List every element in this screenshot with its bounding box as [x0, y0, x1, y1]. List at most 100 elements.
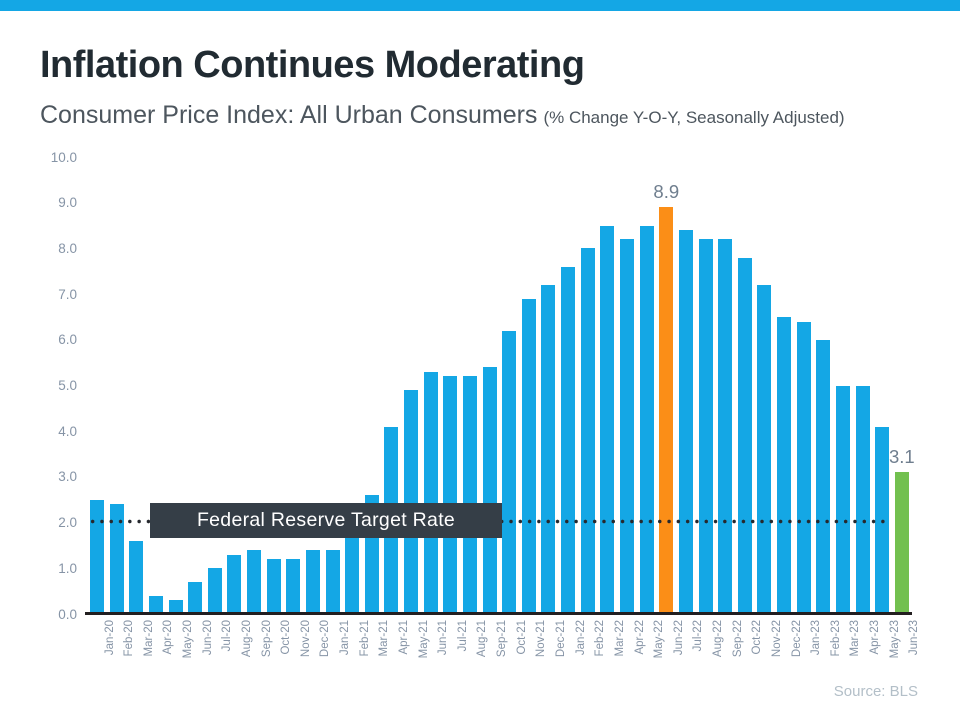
y-tick-label: 3.0	[58, 469, 77, 485]
x-tick-label: Jan-21	[339, 620, 352, 656]
value-label-Jun-22: 8.9	[653, 181, 680, 203]
x-tick-label: Sep-22	[731, 620, 744, 658]
y-tick-label: 9.0	[58, 195, 77, 211]
x-tick-label: Aug-20	[240, 620, 253, 658]
x-tick-label: Sep-20	[260, 620, 273, 658]
target-rate-label-box: Federal Reserve Target Rate	[150, 503, 502, 538]
bar-Jun-23	[894, 472, 909, 614]
bar-Oct-20	[266, 559, 281, 614]
x-tick-label: Oct-20	[280, 620, 293, 655]
bar-Dec-21	[541, 284, 556, 614]
y-tick-label: 0.0	[58, 606, 77, 622]
x-tick-label: May-22	[653, 620, 666, 659]
target-rate-label: Federal Reserve Target Rate	[196, 509, 456, 531]
bar-Feb-20	[109, 504, 124, 614]
x-tick-label: May-21	[417, 620, 430, 659]
y-tick-label: 6.0	[58, 332, 77, 348]
bar-Feb-23	[816, 339, 831, 614]
subtitle-main: Consumer Price Index: All Urban Consumer…	[40, 101, 538, 129]
bar-Jul-20	[207, 568, 222, 614]
x-tick-label: Aug-22	[712, 620, 725, 658]
bar-Sep-21	[482, 367, 497, 614]
bar-Aug-20	[227, 554, 242, 614]
bar-Jan-21	[325, 550, 340, 614]
x-tick-label: Aug-21	[476, 620, 489, 658]
bar-May-20	[168, 600, 183, 614]
x-tick-label: May-23	[888, 620, 901, 659]
bar-Jun-20	[188, 582, 203, 614]
bar-Oct-21	[502, 330, 517, 614]
x-tick-label: May-20	[182, 620, 195, 659]
y-tick-label: 4.0	[58, 423, 77, 439]
bar-Jan-22	[561, 266, 576, 614]
x-tick-label: Nov-21	[535, 620, 548, 658]
y-tick-label: 1.0	[58, 560, 77, 576]
bar-Mar-23	[835, 385, 850, 614]
x-tick-label: Mar-22	[613, 620, 626, 657]
y-tick-label: 10.0	[50, 149, 77, 165]
x-tick-label: Nov-22	[770, 620, 783, 658]
bar-Oct-22	[737, 257, 752, 614]
bar-Apr-20	[148, 595, 163, 614]
bar-Jan-20	[90, 499, 104, 614]
x-tick-label: Jun-22	[672, 620, 685, 656]
bar-Nov-21	[521, 298, 536, 614]
x-tick-label: Nov-20	[299, 620, 312, 658]
x-tick-label: Feb-20	[123, 620, 136, 657]
x-tick-label: Mar-21	[378, 620, 391, 657]
bar-Jun-22	[659, 207, 674, 614]
x-tick-label: Apr-21	[397, 620, 410, 655]
page-title: Inflation Continues Moderating	[40, 44, 585, 86]
x-tick-label: Apr-20	[162, 620, 175, 655]
x-tick-label: Apr-23	[869, 620, 882, 655]
x-tick-label: Oct-21	[515, 620, 528, 655]
bar-Aug-21	[462, 376, 477, 614]
x-tick-label: Jun-21	[437, 620, 450, 656]
y-tick-label: 7.0	[58, 286, 77, 302]
y-tick-label: 8.0	[58, 240, 77, 256]
x-tick-label: Mar-20	[142, 620, 155, 657]
x-axis-line	[85, 612, 912, 615]
bar-Mar-22	[600, 225, 615, 614]
bar-May-22	[639, 225, 654, 614]
subtitle-note: (% Change Y-O-Y, Seasonally Adjusted)	[543, 108, 845, 127]
bar-Jan-23	[796, 321, 811, 614]
bar-Apr-22	[620, 239, 634, 614]
bar-Jul-21	[443, 376, 458, 614]
bar-Feb-22	[580, 248, 595, 614]
x-tick-label: Feb-22	[594, 620, 607, 657]
bar-May-21	[404, 390, 419, 614]
bar-Mar-20	[129, 540, 144, 614]
bar-Sep-20	[247, 550, 262, 614]
bar-Nov-22	[757, 284, 772, 614]
x-tick-label: Feb-21	[358, 620, 371, 657]
x-tick-label: Mar-23	[849, 620, 862, 657]
y-tick-label: 5.0	[58, 378, 77, 393]
x-tick-label: Feb-23	[829, 620, 842, 657]
y-tick-label: 2.0	[58, 515, 77, 531]
chart-subtitle: Consumer Price Index: All Urban Consumer…	[40, 101, 845, 130]
x-tick-label: Jul-21	[456, 620, 469, 652]
top-accent-bar	[0, 0, 960, 11]
x-tick-label: Jan-20	[103, 620, 116, 656]
x-tick-label: Jan-23	[810, 620, 823, 656]
bar-Feb-21	[345, 536, 360, 614]
bar-Dec-20	[305, 550, 320, 614]
x-tick-label: Jul-22	[692, 620, 705, 652]
value-label-Jun-23: 3.1	[888, 446, 915, 468]
bar-Sep-22	[718, 239, 733, 614]
bar-Aug-22	[698, 239, 713, 614]
x-tick-label: Jan-22	[574, 620, 587, 656]
source-attribution: Source: BLS	[833, 683, 918, 700]
x-tick-label: Oct-22	[751, 620, 764, 655]
bar-Nov-20	[286, 559, 301, 614]
x-tick-label: Jun-23	[908, 620, 921, 656]
x-tick-label: Jun-20	[201, 620, 214, 656]
bar-Dec-22	[777, 316, 792, 614]
x-tick-label: Apr-22	[633, 620, 646, 655]
bar-Jul-22	[678, 230, 693, 614]
x-tick-label: Dec-21	[554, 620, 567, 658]
x-tick-label: Dec-22	[790, 620, 803, 658]
bar-Jun-21	[423, 371, 438, 614]
